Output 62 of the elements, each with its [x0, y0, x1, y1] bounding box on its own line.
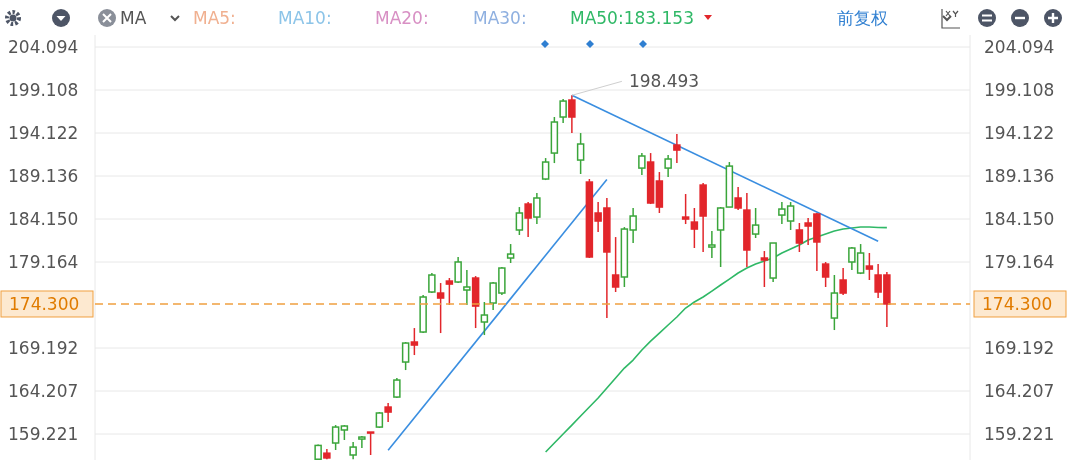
text: MA30: — [473, 7, 527, 28]
candlestick — [533, 192, 541, 225]
y2-tick-label: 184.150 — [984, 208, 1055, 229]
candlestick — [795, 222, 804, 253]
candlestick — [865, 252, 874, 281]
candlestick — [576, 132, 585, 175]
annotation: 198.493 — [628, 71, 700, 92]
candlestick — [681, 193, 690, 225]
candlestick — [410, 327, 419, 356]
candlestick — [331, 424, 340, 451]
y2-tick-label: 179.164 — [984, 251, 1055, 272]
candlestick — [568, 94, 576, 134]
candlestick — [638, 152, 646, 176]
y2-tick-label: 204.094 — [984, 36, 1055, 57]
candlestick — [708, 230, 716, 259]
candlestick — [760, 250, 769, 288]
candlestick — [611, 236, 620, 293]
candlestick — [463, 269, 471, 306]
y2-tick-label: 199.108 — [984, 79, 1055, 100]
candlestick — [401, 341, 410, 371]
candlestick — [821, 261, 830, 288]
text: MA50:183.153 — [570, 7, 694, 28]
text: MA10: — [278, 7, 332, 28]
y2-tick-label: 169.192 — [984, 337, 1055, 358]
candlestick — [673, 133, 681, 164]
text: 前复权 — [837, 7, 888, 28]
candlestick — [839, 267, 847, 296]
y-tick-label: 184.150 — [8, 208, 79, 229]
candlestick — [506, 243, 515, 264]
y2-tick-label: 194.122 — [984, 122, 1055, 143]
line-series — [544, 226, 888, 453]
candlestick — [751, 207, 760, 239]
text: MA20: — [375, 7, 429, 28]
candlestick — [664, 154, 672, 178]
y-tick-label: 189.136 — [8, 165, 79, 186]
candlestick — [716, 206, 725, 268]
y-tick-label: 199.108 — [8, 79, 79, 100]
text: 174.300 — [9, 293, 80, 314]
candlestick — [559, 98, 567, 124]
y-tick-label: 159.221 — [8, 423, 79, 444]
candlestick — [384, 402, 392, 423]
candlestick — [734, 186, 742, 211]
y-tick-label: 164.207 — [8, 380, 79, 401]
candlestick — [480, 301, 489, 336]
text: MA — [120, 7, 147, 28]
candlestick — [393, 377, 401, 399]
y2-tick-label: 164.207 — [984, 380, 1055, 401]
candlestick — [690, 207, 699, 249]
y-tick-label: 179.164 — [8, 251, 79, 272]
y-tick-label: 204.094 — [8, 36, 79, 57]
candlestick — [454, 256, 462, 284]
ref-line-label: 174.300 — [982, 293, 1053, 314]
y-tick-label: 194.122 — [8, 122, 79, 143]
y2-tick-label: 189.136 — [984, 165, 1055, 186]
y-tick-label: 169.192 — [8, 337, 79, 358]
y2-tick-label: 159.221 — [984, 423, 1055, 444]
candlestick — [515, 206, 524, 236]
text: MA5: — [193, 7, 236, 28]
candlestick — [445, 277, 454, 306]
candlestick — [366, 431, 375, 456]
candlestick — [436, 282, 445, 334]
candlestick — [524, 201, 532, 238]
